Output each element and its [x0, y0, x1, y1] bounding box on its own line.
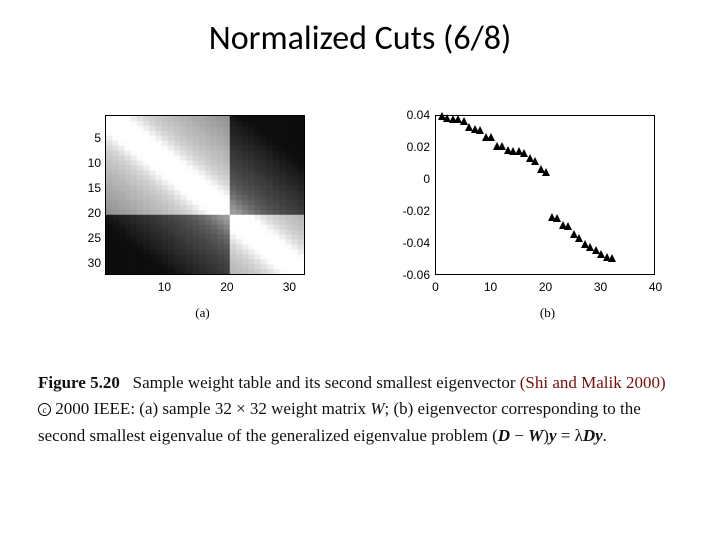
- scatter-marker: [564, 222, 572, 230]
- ytick-b: 0.04: [385, 108, 430, 122]
- panel-b-sublabel: (b): [405, 305, 690, 321]
- heatmap-box: [105, 115, 305, 275]
- xtick-b: 30: [588, 280, 613, 294]
- ytick-b: 0.02: [385, 140, 430, 154]
- ytick-b: 0: [385, 172, 430, 186]
- ytick-a: 20: [75, 206, 101, 220]
- caption-period: .: [603, 426, 607, 445]
- figure-row: 51015202530 102030 (a) -0.06-0.04-0.0200…: [60, 110, 660, 330]
- eqn-y1: y: [549, 426, 557, 445]
- copyright-text: 2000 IEEE:: [55, 399, 135, 418]
- ytick-a: 5: [75, 131, 101, 145]
- copyright-icon: c: [38, 403, 51, 416]
- panel-a-sublabel: (a): [60, 305, 345, 321]
- citation: (Shi and Malik 2000): [520, 373, 666, 392]
- slide-title: Normalized Cuts (6/8): [0, 18, 720, 59]
- scatter-marker: [487, 133, 495, 141]
- caption-part-a: (a) sample 32 × 32 weight matrix: [139, 399, 370, 418]
- scatter-marker: [608, 254, 616, 262]
- eqn-D1: D: [498, 426, 510, 445]
- ytick-b: -0.02: [385, 204, 430, 218]
- eqn-y2: y: [595, 426, 603, 445]
- eqn-D2: D: [583, 426, 595, 445]
- scatter-marker: [542, 168, 550, 176]
- xtick-b: 0: [423, 280, 448, 294]
- eqn-W: W: [528, 426, 543, 445]
- panel-b: -0.06-0.04-0.0200.020.04 010203040 (b): [375, 110, 660, 330]
- scatter-box: [435, 115, 655, 275]
- ytick-a: 25: [75, 231, 101, 245]
- xtick-a: 30: [274, 280, 304, 294]
- xtick-b: 40: [643, 280, 668, 294]
- ytick-b: -0.04: [385, 236, 430, 250]
- figure-caption: Figure 5.20 Sample weight table and its …: [38, 370, 688, 449]
- eqn-minus: −: [510, 426, 528, 445]
- caption-lead: Sample weight table and its second small…: [133, 373, 516, 392]
- ytick-a: 10: [75, 156, 101, 170]
- figure-number: Figure 5.20: [38, 373, 120, 392]
- ytick-a: 30: [75, 256, 101, 270]
- xtick-a: 10: [149, 280, 179, 294]
- xtick-b: 10: [478, 280, 503, 294]
- panel-a: 5 10 15 20 25 30 10 20 30 (a): [60, 110, 345, 330]
- xtick-a: 20: [212, 280, 242, 294]
- scatter-marker: [531, 157, 539, 165]
- matrix-W: W: [370, 399, 384, 418]
- xtick-b: 20: [533, 280, 558, 294]
- ytick-a: 15: [75, 181, 101, 195]
- heatmap-canvas: [106, 116, 304, 274]
- eqn-eq: = λ: [557, 426, 583, 445]
